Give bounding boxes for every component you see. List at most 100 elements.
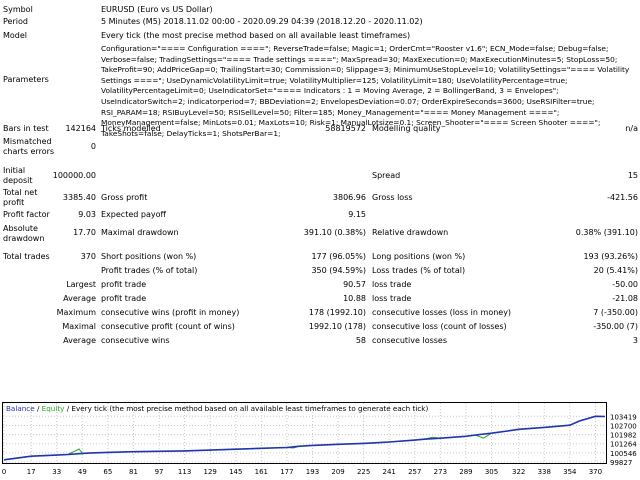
value-period: 5 Minutes (M5) 2018.11.02 00:00 - 2020.0… <box>101 17 423 26</box>
x-tick-label: 113 <box>178 468 191 476</box>
label-average-consecutive: Average <box>63 336 96 345</box>
label-loss-trades: Loss trades (% of total) <box>372 266 466 275</box>
value-max-cons-loss-count: -350.00 (7) <box>593 322 638 331</box>
x-tick-label: 49 <box>78 468 87 476</box>
x-tick-label: 145 <box>229 468 242 476</box>
value-relative-drawdown: 0.38% (391.10) <box>575 228 638 237</box>
label-absolute-drawdown: Absolute drawdown <box>3 224 45 243</box>
y-tick-label: 102700 <box>610 422 637 430</box>
x-tick-label: 257 <box>408 468 421 476</box>
x-tick-label: 322 <box>512 468 525 476</box>
value-short-positions: 177 (96.05%) <box>311 252 366 261</box>
x-tick-label: 273 <box>434 468 447 476</box>
label-ticks-modelled: Ticks modelled <box>101 124 161 133</box>
x-tick-label: 17 <box>27 468 36 476</box>
label-long-positions: Long positions (won %) <box>372 252 466 261</box>
label-parameters: Parameters <box>3 75 49 84</box>
label-total-net-profit: Total net profit <box>3 188 38 207</box>
label-initial-deposit: Initial deposit <box>3 166 33 185</box>
label-average-profit-trade: profit trade <box>101 294 147 303</box>
label-cons-loss-count: consecutive loss (count of losses) <box>372 322 507 331</box>
equity-series-line <box>3 415 606 461</box>
label-spread: Spread <box>372 171 401 180</box>
value-average-loss: -21.08 <box>612 294 638 303</box>
label-maximal: Maximal <box>62 322 96 331</box>
x-tick-label: 225 <box>357 468 370 476</box>
value-bars-in-test: 142164 <box>65 124 96 133</box>
x-tick-label: 97 <box>155 468 164 476</box>
label-largest-loss-trade: loss trade <box>372 280 412 289</box>
label-model: Model <box>3 31 28 40</box>
x-tick-label: 370 <box>589 468 602 476</box>
x-tick-label: 305 <box>485 468 498 476</box>
value-parameters: Configuration="==== Configuration ====";… <box>101 44 630 138</box>
value-absolute-drawdown: 17.70 <box>73 228 96 237</box>
label-cons-wins: consecutive wins <box>101 336 170 345</box>
value-symbol: EURUSD (Euro vs US Dollar) <box>101 5 213 14</box>
value-average-profit: 10.88 <box>343 294 366 303</box>
value-loss-trades: 20 (5.41%) <box>593 266 638 275</box>
label-largest: Largest <box>66 280 96 289</box>
x-tick-label: 193 <box>306 468 319 476</box>
value-long-positions: 193 (93.26%) <box>583 252 638 261</box>
label-symbol: Symbol <box>3 5 33 14</box>
label-largest-profit-trade: profit trade <box>101 280 147 289</box>
x-tick-label: 81 <box>129 468 138 476</box>
value-mismatched: 0 <box>90 142 96 151</box>
x-tick-label: 354 <box>563 468 577 476</box>
value-initial-deposit: 100000.00 <box>52 171 96 180</box>
label-cons-wins-money: consecutive wins (profit in money) <box>101 308 240 317</box>
value-max-cons-losses-money: 7 (-350.00) <box>593 308 638 317</box>
label-mismatched: Mismatched charts errors <box>3 137 55 156</box>
value-gross-loss: -421.56 <box>607 193 638 202</box>
value-modelling-quality: n/a <box>625 124 638 133</box>
value-total-net-profit: 3385.40 <box>62 193 96 202</box>
value-model: Every tick (the most precise method base… <box>101 31 411 40</box>
x-tick-label: 241 <box>383 468 396 476</box>
value-avg-cons-losses: 3 <box>632 336 638 345</box>
value-profit-factor: 9.03 <box>78 210 96 219</box>
value-total-trades: 370 <box>80 252 96 261</box>
x-tick-label: 129 <box>204 468 217 476</box>
chart-frame <box>2 402 607 464</box>
legend-equity: Equity <box>42 404 65 413</box>
x-tick-label: 209 <box>331 468 344 476</box>
y-tick-label: 101982 <box>610 432 637 440</box>
label-period: Period <box>3 17 28 26</box>
label-short-positions: Short positions (won %) <box>101 252 197 261</box>
label-bars-in-test: Bars in test <box>3 124 49 133</box>
label-cons-profit-count: consecutive profit (count of wins) <box>101 322 235 331</box>
value-largest-profit: 90.57 <box>343 280 366 289</box>
label-maximal-drawdown: Maximal drawdown <box>101 228 179 237</box>
value-max-cons-wins-money: 178 (1992.10) <box>308 308 366 317</box>
label-gross-loss: Gross loss <box>372 193 413 202</box>
label-gross-profit: Gross profit <box>101 193 148 202</box>
label-average: Average <box>63 294 96 303</box>
value-max-cons-profit-count: 1992.10 (178) <box>308 322 366 331</box>
value-profit-trades: 350 (94.59%) <box>311 266 366 275</box>
label-relative-drawdown: Relative drawdown <box>372 228 449 237</box>
label-expected-payoff: Expected payoff <box>101 210 166 219</box>
legend-rest: / Every tick (the most precise method ba… <box>64 404 428 413</box>
label-profit-trades: Profit trades (% of total) <box>101 266 198 275</box>
label-modelling-quality: Modelling quality <box>372 124 441 133</box>
label-cons-losses: consecutive losses <box>372 336 448 345</box>
x-tick-label: 0 <box>2 468 6 476</box>
x-tick-label: 289 <box>459 468 472 476</box>
value-spread: 15 <box>627 171 638 180</box>
x-tick-label: 65 <box>103 468 112 476</box>
label-cons-losses-money: consecutive losses (loss in money) <box>372 308 512 317</box>
y-tick-label: 100546 <box>610 450 637 458</box>
label-average-loss-trade: loss trade <box>372 294 412 303</box>
label-total-trades: Total trades <box>3 252 50 261</box>
value-avg-cons-wins: 58 <box>355 336 366 345</box>
legend-sep: / <box>35 404 42 413</box>
value-ticks-modelled: 58819572 <box>325 124 366 133</box>
x-tick-label: 177 <box>280 468 293 476</box>
chart-legend: Balance / Equity / Every tick (the most … <box>6 404 428 413</box>
x-tick-label: 338 <box>538 468 551 476</box>
x-tick-label: 33 <box>52 468 61 476</box>
label-maximum: Maximum <box>56 308 96 317</box>
value-maximal-drawdown: 391.10 (0.38%) <box>303 228 366 237</box>
label-profit-factor: Profit factor <box>3 210 50 219</box>
